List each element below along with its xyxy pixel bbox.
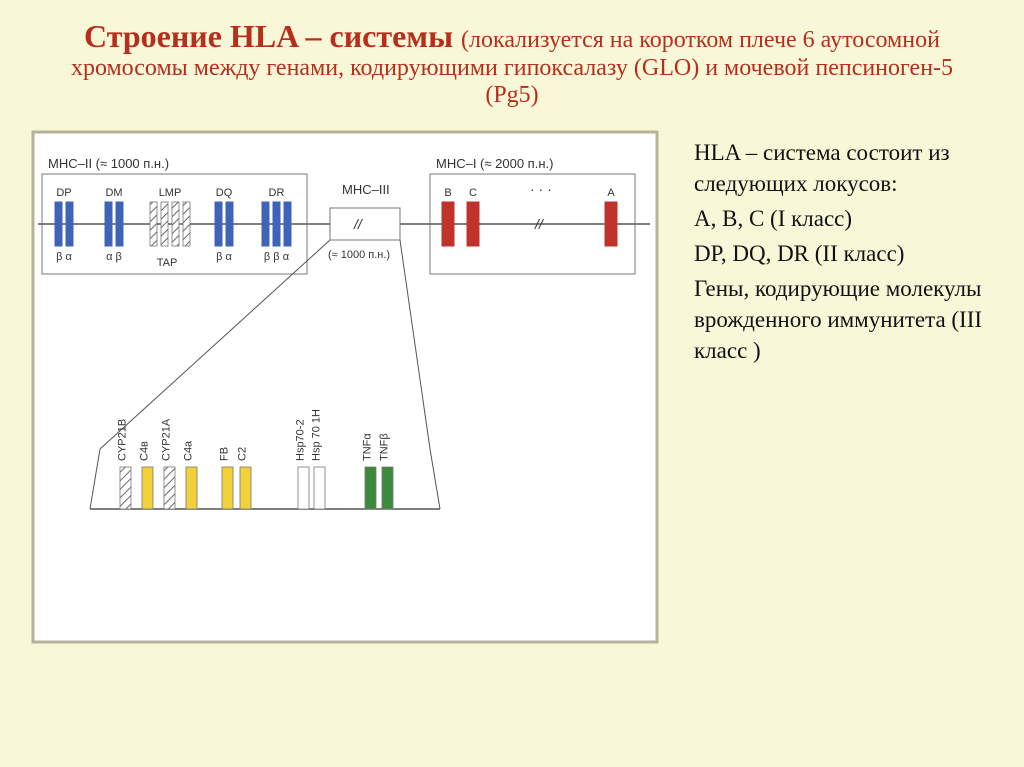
svg-text:α β: α β: [106, 251, 122, 263]
svg-text:B: B: [444, 187, 451, 199]
svg-text:TNFα: TNFα: [362, 433, 374, 461]
svg-text:C: C: [469, 187, 477, 199]
svg-text:Hsp70-2: Hsp70-2: [295, 419, 307, 461]
desc-line-3: DP, DQ, DR (II класс): [694, 238, 994, 269]
svg-text:Hsp 70 1H: Hsp 70 1H: [311, 409, 323, 461]
title-main: Строение HLA – системы: [84, 18, 461, 54]
svg-text:· · ·: · · ·: [530, 181, 552, 197]
svg-text:MHC–I (≈ 2000 п.н.): MHC–I (≈ 2000 п.н.): [436, 156, 553, 171]
svg-text:FB: FB: [219, 447, 231, 461]
desc-line-1: HLA – система состоит из следующих локус…: [694, 137, 994, 199]
svg-text:TNFβ: TNFβ: [379, 433, 391, 461]
svg-text:LMP: LMP: [159, 187, 182, 199]
svg-text:(≈ 1000 п.н.): (≈ 1000 п.н.): [328, 249, 390, 261]
svg-text:β β α: β β α: [264, 251, 290, 263]
svg-text:DM: DM: [105, 187, 122, 199]
svg-text:β α: β α: [56, 251, 72, 263]
svg-text:β α: β α: [216, 251, 232, 263]
hla-diagram: MHC–II (≈ 1000 п.н.) MHC–III (≈ 1000 п.н.)…: [30, 129, 670, 649]
description-text: HLA – система состоит из следующих локус…: [670, 129, 994, 649]
desc-line-4: Гены, кодирующие молекулы врожденного им…: [694, 273, 994, 366]
svg-text:C4в: C4в: [139, 441, 151, 461]
svg-text:CYP21A: CYP21A: [161, 418, 173, 461]
svg-text:C2: C2: [237, 447, 249, 461]
svg-text:DQ: DQ: [216, 187, 233, 199]
svg-text:DR: DR: [269, 187, 285, 199]
svg-text:C4a: C4a: [183, 440, 195, 461]
desc-line-2: A, B, C (I класс): [694, 203, 994, 234]
svg-text:DP: DP: [56, 187, 71, 199]
svg-text:A: A: [607, 187, 615, 199]
diagram-container: MHC–II (≈ 1000 п.н.) MHC–III (≈ 1000 п.н.)…: [30, 129, 670, 649]
svg-text:MHC–II (≈ 1000 п.н.): MHC–II (≈ 1000 п.н.): [48, 156, 169, 171]
svg-text:TAP: TAP: [157, 257, 178, 269]
svg-text:CYP21B: CYP21B: [117, 419, 129, 461]
title-block: Строение HLA – системы (локализуется на …: [0, 0, 1024, 119]
svg-text:MHC–III: MHC–III: [342, 182, 390, 197]
